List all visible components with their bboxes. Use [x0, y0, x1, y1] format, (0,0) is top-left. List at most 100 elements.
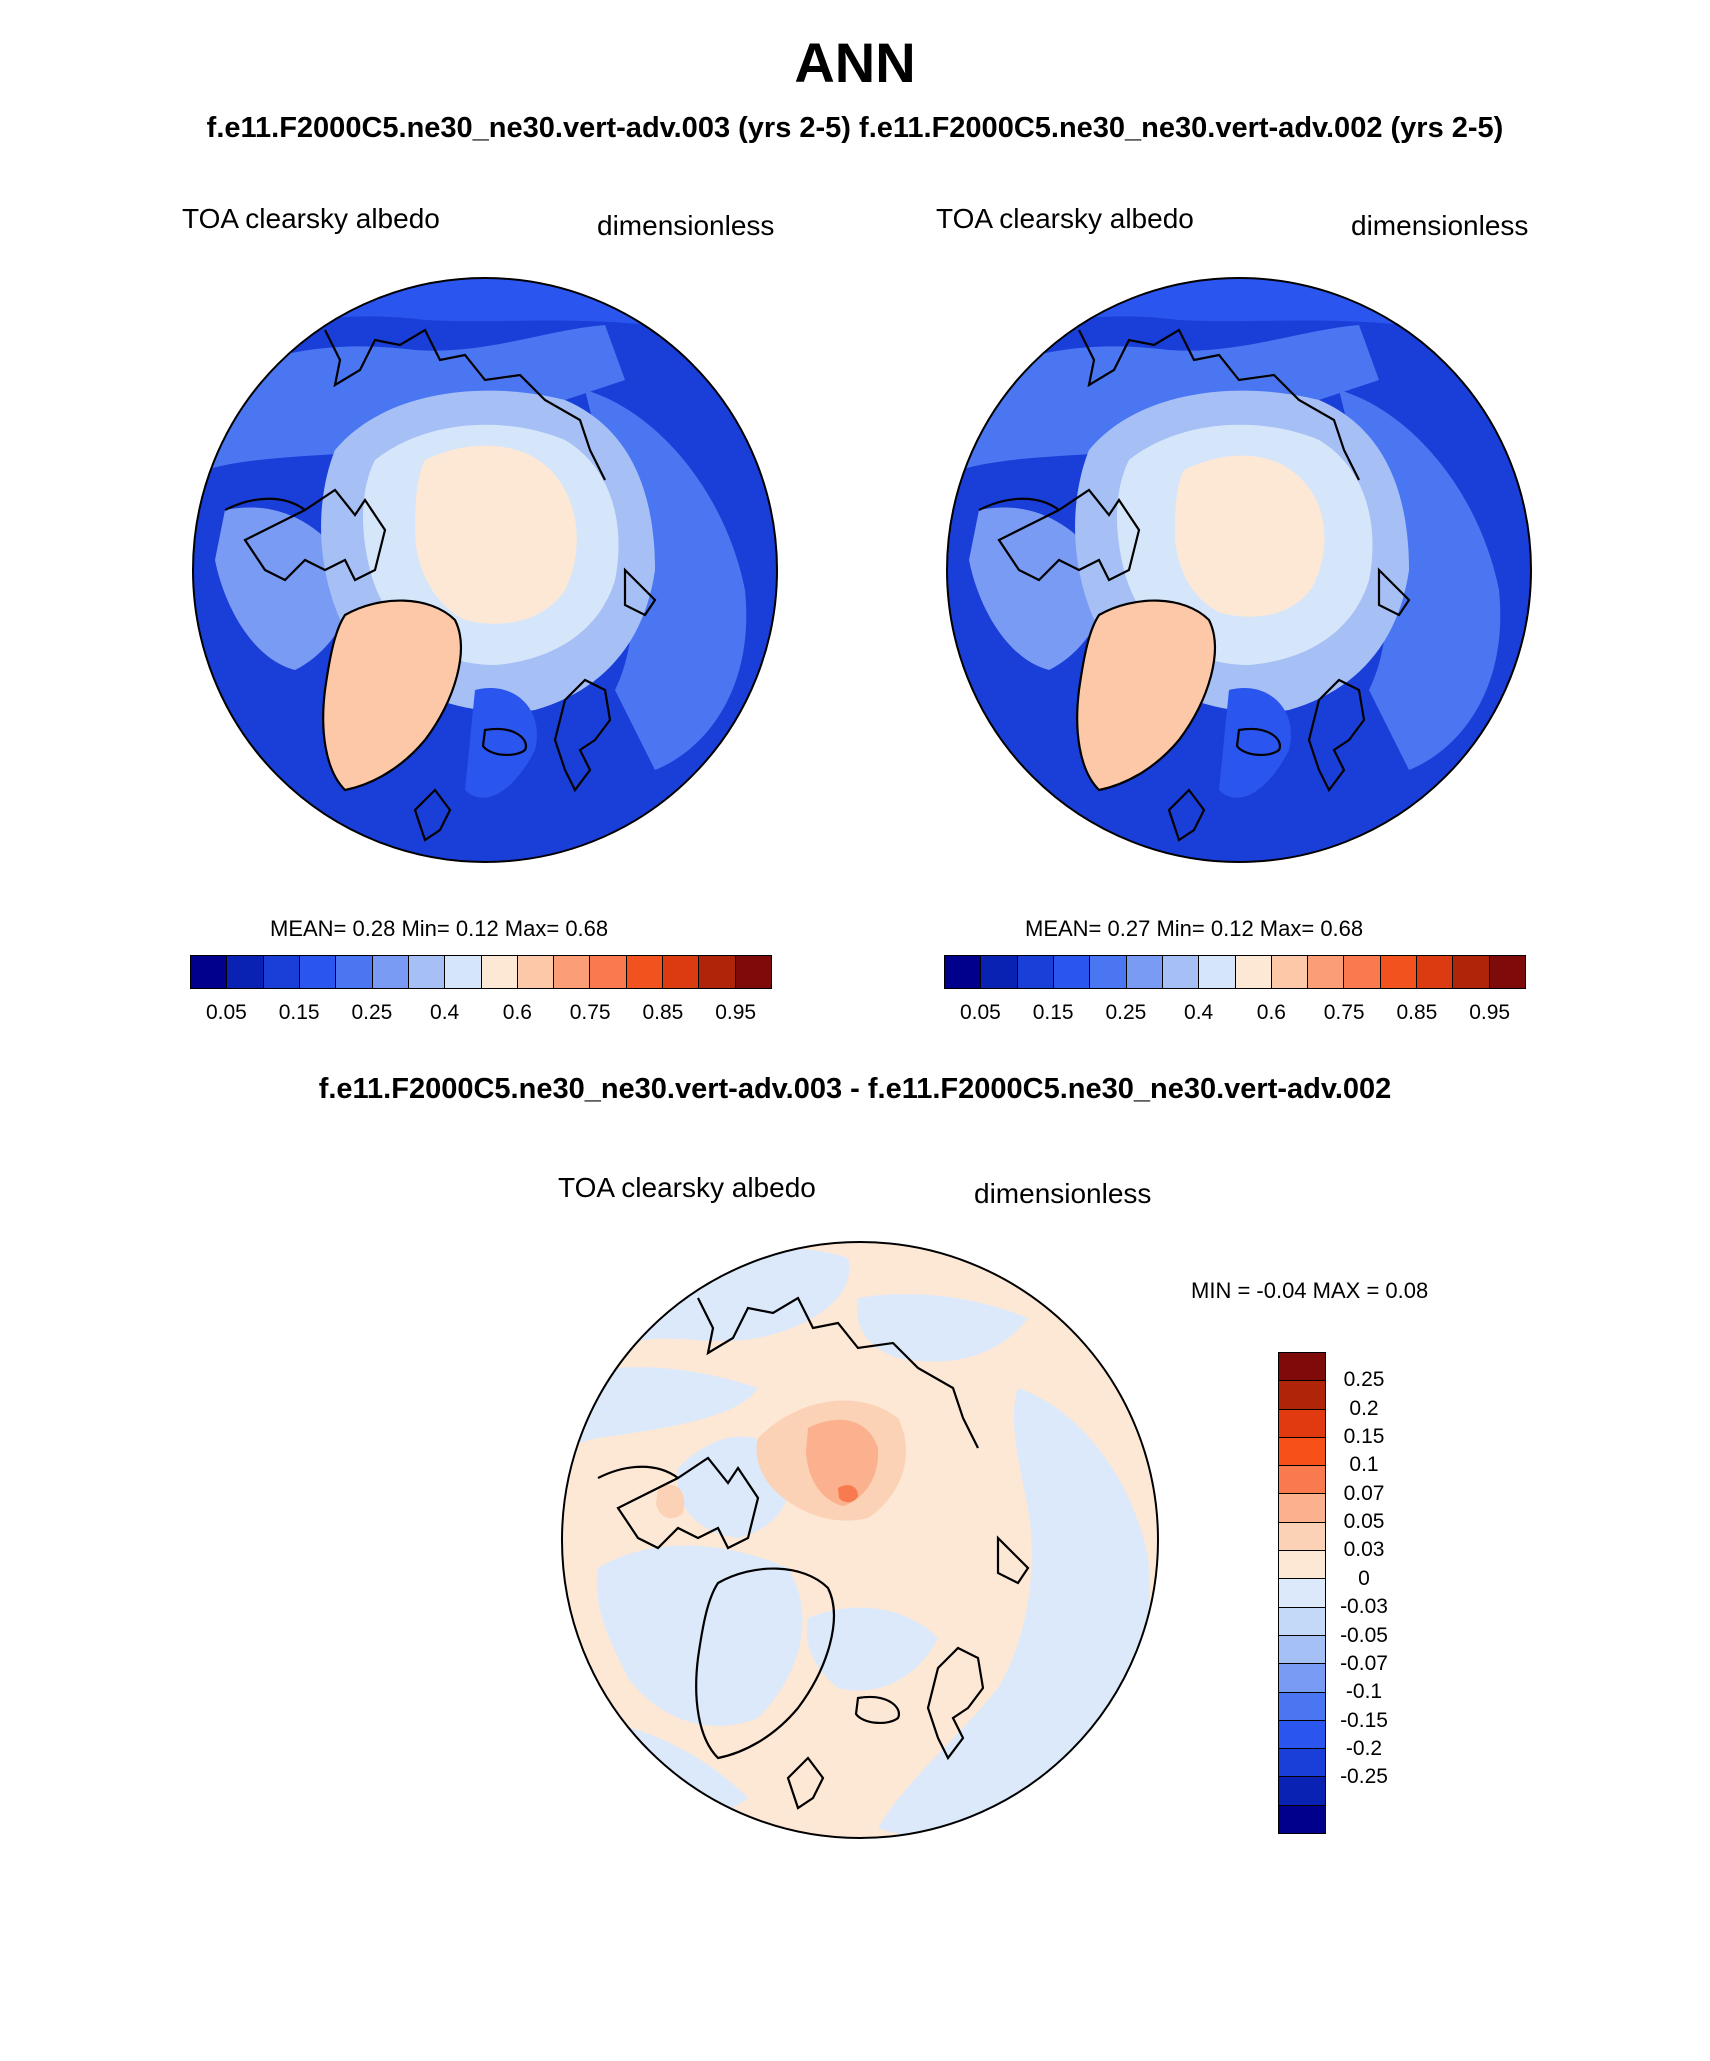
colorbar-swatch [1489, 956, 1525, 988]
diff-colorbar-swatch [1279, 1409, 1325, 1438]
diff-colorbar-tick-label: 0.15 [1343, 1425, 1385, 1449]
diff-colorbar-tick-label: 0.07 [1343, 1481, 1385, 1505]
panel2-colorbar-ticks: 0.05 0.15 0.25 0.4 0.6 0.75 0.85 0.95 [944, 1001, 1526, 1027]
colorbar-swatch [372, 956, 409, 988]
diff-colorbar-swatch [1279, 1494, 1325, 1523]
colorbar-swatch [1235, 956, 1272, 988]
colorbar-swatch [1271, 956, 1309, 988]
diff-colorbar-tick-label: 0.05 [1343, 1510, 1385, 1534]
colorbar-tick-label: 0.75 [1323, 1001, 1365, 1024]
case-left-label: f.e11.F2000C5.ne30_ne30.vert-adv.003 (yr… [206, 112, 851, 144]
case-right-label: f.e11.F2000C5.ne30_ne30.vert-adv.002 (yr… [859, 112, 1504, 144]
colorbar-swatch [1380, 956, 1418, 988]
colorbar-tick-label: 0.4 [1184, 1001, 1214, 1024]
colorbar-swatch [1308, 956, 1345, 988]
diff-colorbar-tick-label: 0 [1358, 1566, 1370, 1590]
diff-colorbar-tick-label: -0.1 [1345, 1680, 1383, 1704]
colorbar-tick-label: 0.25 [1105, 1001, 1147, 1024]
colorbar-swatch [481, 956, 518, 988]
colorbar-swatch [191, 956, 228, 988]
colorbar-swatch [699, 956, 736, 988]
panel1-colorbar [190, 955, 772, 989]
diff-colorbar-swatch [1279, 1749, 1325, 1778]
diff-title: f.e11.F2000C5.ne30_ne30.vert-adv.003 - f… [318, 1073, 1392, 1105]
panel1-units: dimensionless [597, 210, 775, 241]
diff-colorbar-tick-label: -0.15 [1340, 1708, 1388, 1732]
diff-colorbar-swatch [1279, 1381, 1325, 1410]
diff-colorbar-swatch [1279, 1437, 1325, 1467]
diff-colorbar-tick-label: -0.07 [1340, 1651, 1388, 1675]
colorbar-tick-label: 0.05 [205, 1001, 247, 1024]
diff-colorbar-swatch [1279, 1635, 1325, 1665]
panel2-colorbar [944, 955, 1526, 989]
panel2-units: dimensionless [1351, 210, 1529, 241]
diff-colorbar [1278, 1352, 1326, 1834]
diff-colorbar-tick-label: -0.2 [1345, 1736, 1383, 1760]
colorbar-swatch [336, 956, 373, 988]
colorbar-swatch [626, 956, 664, 988]
colorbar-swatch [735, 956, 771, 988]
diff-colorbar-swatch [1279, 1522, 1325, 1552]
diff-map [561, 1241, 1159, 1839]
panel2-stats: MEAN= 0.27 Min= 0.12 Max= 0.68 [1025, 916, 1364, 941]
panel1-colorbar-ticks: 0.05 0.15 0.25 0.4 0.6 0.75 0.85 0.95 [190, 1001, 772, 1027]
colorbar-swatch [554, 956, 591, 988]
diff-colorbar-tick-label: -0.03 [1340, 1595, 1388, 1619]
panel2-coastlines [978, 328, 1411, 842]
colorbar-tick-label: 0.15 [278, 1001, 320, 1024]
diff-colorbar-swatch [1279, 1607, 1325, 1636]
colorbar-tick-label: 0.95 [715, 1001, 757, 1024]
colorbar-tick-label: 0.05 [959, 1001, 1001, 1024]
colorbar-swatch [1017, 956, 1054, 988]
colorbar-swatch [663, 956, 700, 988]
diff-colorbar-tick-label: -0.25 [1340, 1765, 1388, 1789]
colorbar-tick-label: 0.95 [1469, 1001, 1511, 1024]
diff-colorbar-swatch [1279, 1579, 1325, 1608]
panel1-stats: MEAN= 0.28 Min= 0.12 Max= 0.68 [270, 916, 609, 941]
colorbar-swatch [1162, 956, 1200, 988]
colorbar-swatch [1126, 956, 1163, 988]
diff-coastlines [597, 1296, 1030, 1810]
diff-colorbar-swatch [1279, 1664, 1325, 1693]
colorbar-swatch [1417, 956, 1454, 988]
colorbar-swatch [945, 956, 982, 988]
diff-variable: TOA clearsky albedo [558, 1172, 816, 1203]
colorbar-tick-label: 0.75 [569, 1001, 611, 1024]
colorbar-swatch [1453, 956, 1490, 988]
diff-colorbar-swatch [1279, 1692, 1325, 1721]
panel2-map [946, 277, 1532, 863]
diff-colorbar-swatch [1279, 1551, 1325, 1580]
colorbar-swatch [408, 956, 446, 988]
season-title: ANN [794, 31, 916, 94]
diff-frame [561, 1241, 1159, 1839]
diff-colorbar-tick-label: 0.1 [1349, 1453, 1379, 1477]
colorbar-tick-label: 0.4 [430, 1001, 460, 1024]
diff-colorbar-tick-label: -0.05 [1340, 1623, 1388, 1647]
diff-colorbar-swatch [1279, 1805, 1325, 1834]
panel2-variable: TOA clearsky albedo [936, 203, 1194, 234]
colorbar-swatch [445, 956, 482, 988]
diff-units: dimensionless [974, 1178, 1152, 1209]
colorbar-swatch [590, 956, 627, 988]
colorbar-swatch [1344, 956, 1381, 988]
colorbar-swatch [517, 956, 555, 988]
colorbar-swatch [227, 956, 264, 988]
diff-stats: MIN = -0.04 MAX = 0.08 [1191, 1278, 1429, 1303]
cases-subtitle: f.e11.F2000C5.ne30_ne30.vert-adv.003 (yr… [0, 112, 1710, 145]
colorbar-tick-label: 0.15 [1032, 1001, 1074, 1024]
colorbar-tick-label: 0.6 [1256, 1001, 1286, 1024]
colorbar-swatch [1090, 956, 1127, 988]
colorbar-swatch [981, 956, 1018, 988]
diff-colorbar-tick-label: 0.2 [1349, 1396, 1379, 1420]
diff-colorbar-tick-label: 0.03 [1343, 1538, 1385, 1562]
colorbar-tick-label: 0.6 [502, 1001, 532, 1024]
colorbar-tick-label: 0.25 [351, 1001, 393, 1024]
diff-colorbar-swatch [1279, 1777, 1325, 1806]
diff-colorbar-swatch [1279, 1353, 1325, 1382]
diff-colorbar-ticks: 0.25 0.2 0.15 0.1 0.07 0.05 0.03 0 -0.03 -0.05 -0.… [1340, 1352, 1388, 1834]
colorbar-tick-label: 0.85 [642, 1001, 684, 1024]
colorbar-swatch [1199, 956, 1236, 988]
colorbar-swatch [263, 956, 300, 988]
diff-colorbar-tick-label: 0.25 [1343, 1368, 1385, 1392]
diff-colorbar-swatch [1279, 1466, 1325, 1495]
